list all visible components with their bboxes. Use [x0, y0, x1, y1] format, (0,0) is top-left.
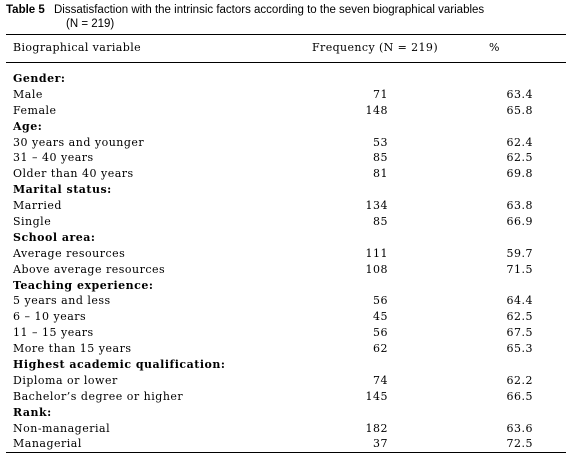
table-row: Male 71 63.4 [0, 87, 571, 103]
percent-cell: 65.8 [506, 103, 533, 117]
table-row: More than 15 years 62 65.3 [0, 341, 571, 357]
frequency-cell: 85 [373, 151, 388, 165]
table-top-rule [6, 34, 566, 35]
variable-label: Managerial [13, 437, 82, 451]
group-header-row: Age: [0, 119, 571, 135]
table-row: 11 – 15 years 56 67.5 [0, 325, 571, 341]
variable-label: 6 – 10 years [13, 310, 87, 324]
column-header-percent: % [489, 41, 500, 54]
group-label: Rank: [13, 405, 52, 419]
frequency-cell: 134 [365, 199, 388, 213]
column-header-variable: Biographical variable [13, 41, 142, 54]
percent-cell: 66.5 [506, 389, 533, 403]
frequency-cell: 56 [373, 294, 388, 308]
percent-cell: 72.5 [506, 437, 533, 451]
percent-cell: 66.9 [506, 215, 533, 229]
table-row: 30 years and younger 53 62.4 [0, 135, 571, 151]
table-row: 6 – 10 years 45 62.5 [0, 309, 571, 325]
frequency-cell: 148 [365, 103, 388, 117]
table-row: Female 148 65.8 [0, 103, 571, 119]
percent-cell: 63.4 [506, 87, 533, 101]
percent-cell: 71.5 [506, 262, 533, 276]
variable-label: Average resources [13, 246, 126, 260]
table-label: Table 5 [6, 4, 45, 16]
group-label: Gender: [13, 72, 66, 85]
table-row: Above average resources 108 71.5 [0, 262, 571, 278]
percent-cell: 62.5 [506, 310, 533, 324]
table-row: 31 – 40 years 85 62.5 [0, 150, 571, 166]
table-row: Managerial 37 72.5 [0, 436, 571, 452]
group-label: Marital status: [13, 183, 112, 197]
frequency-cell: 45 [373, 310, 388, 324]
variable-label: Female [13, 103, 57, 117]
table-caption: Table 5 Dissatisfaction with the intrins… [6, 3, 566, 31]
percent-cell: 64.4 [506, 294, 533, 308]
table-row: Diploma or lower 74 62.2 [0, 373, 571, 389]
percent-cell: 67.5 [506, 326, 533, 340]
percent-cell: 62.2 [506, 373, 533, 387]
variable-label: 11 – 15 years [13, 326, 94, 340]
variable-label: Married [13, 199, 62, 213]
group-header-row: Marital status: [0, 182, 571, 198]
group-header-row: Gender: [0, 71, 571, 87]
header-rule [6, 62, 566, 63]
percent-cell: 62.4 [506, 135, 533, 149]
frequency-cell: 182 [365, 421, 388, 435]
group-header-row: School area: [0, 230, 571, 246]
percent-cell: 59.7 [506, 246, 533, 260]
frequency-cell: 56 [373, 326, 388, 340]
frequency-cell: 108 [365, 262, 388, 276]
frequency-cell: 62 [373, 342, 388, 356]
variable-label: Diploma or lower [13, 373, 118, 387]
frequency-cell: 145 [365, 389, 388, 403]
variable-label: Older than 40 years [13, 167, 134, 181]
frequency-cell: 111 [365, 246, 388, 260]
frequency-cell: 74 [373, 373, 388, 387]
group-label: Highest academic qualification: [13, 358, 226, 372]
group-header-row: Highest academic qualification: [0, 357, 571, 373]
variable-label: 31 – 40 years [13, 151, 94, 165]
percent-cell: 63.6 [506, 421, 533, 435]
table-bottom-rule [6, 452, 566, 453]
percent-cell: 63.8 [506, 199, 533, 213]
variable-label: 5 years and less [13, 294, 111, 308]
variable-label: Non-managerial [13, 421, 111, 435]
table-row: Average resources 111 59.7 [0, 246, 571, 262]
frequency-cell: 85 [373, 215, 388, 229]
percent-cell: 62.5 [506, 151, 533, 165]
frequency-cell: 71 [373, 87, 388, 101]
variable-label: Bachelor’s degree or higher [13, 389, 184, 403]
percent-cell: 65.3 [506, 342, 533, 356]
table-row: Bachelor’s degree or higher 145 66.5 [0, 389, 571, 405]
frequency-cell: 81 [373, 167, 388, 181]
variable-label: 30 years and younger [13, 135, 145, 149]
column-header-frequency: Frequency (N = 219) [312, 41, 439, 54]
group-header-row: Rank: [0, 405, 571, 421]
table-row: Married 134 63.8 [0, 198, 571, 214]
variable-label: Male [13, 87, 43, 101]
group-header-row: Teaching experience: [0, 278, 571, 294]
table-title: Dissatisfaction with the intrinsic facto… [53, 4, 485, 16]
frequency-cell: 37 [373, 437, 388, 451]
table-row: Single 85 66.9 [0, 214, 571, 230]
table-body: Gender: Male 71 63.4 Female 148 65.8 Age: 30 yea… [0, 71, 571, 452]
table-row: Older than 40 years 81 69.8 [0, 166, 571, 182]
table-row: Non-managerial 182 63.6 [0, 421, 571, 437]
table-title-continuation: (N = 219) [66, 18, 115, 30]
group-label: Age: [13, 119, 43, 133]
variable-label: Above average resources [13, 262, 166, 276]
group-label: School area: [13, 230, 96, 244]
variable-label: More than 15 years [13, 342, 132, 356]
percent-cell: 69.8 [506, 167, 533, 181]
variable-label: Single [13, 215, 52, 229]
table-row: 5 years and less 56 64.4 [0, 293, 571, 309]
group-label: Teaching experience: [13, 278, 154, 292]
frequency-cell: 53 [373, 135, 388, 149]
